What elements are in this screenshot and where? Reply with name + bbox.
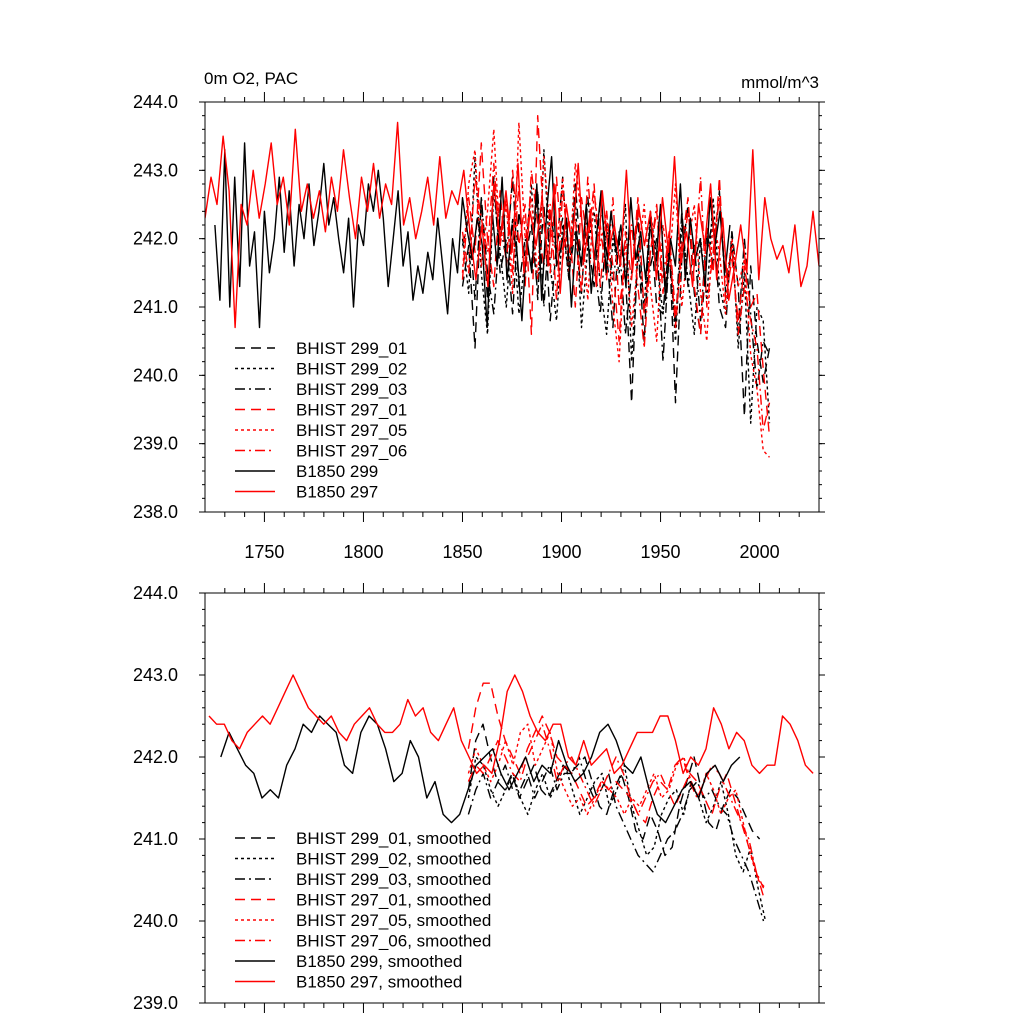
legend-label: BHIST 297_01, smoothed bbox=[296, 891, 491, 910]
legend-label: BHIST 297_06 bbox=[296, 442, 407, 461]
y-tick-label: 238.0 bbox=[133, 502, 178, 522]
plot-frame bbox=[204, 592, 820, 1004]
y-tick-label: 244.0 bbox=[133, 583, 178, 603]
legend-label: BHIST 297_05, smoothed bbox=[296, 911, 491, 930]
series-line-b1850-297-smoothed bbox=[208, 674, 814, 775]
legend-label: B1850 299, smoothed bbox=[296, 952, 462, 971]
series-line-bhist-297-01-smoothed bbox=[467, 682, 765, 897]
series-line-bhist-297-06-smoothed bbox=[467, 723, 765, 889]
legend-label: BHIST 299_02 bbox=[296, 360, 407, 379]
y-tick-label: 240.0 bbox=[133, 911, 178, 931]
legend-label: BHIST 299_03 bbox=[296, 380, 407, 399]
y-tick-label: 240.0 bbox=[133, 365, 178, 385]
series-line-bhist-299-01 bbox=[461, 176, 771, 417]
top-plot-area: 238.0 239.0 240.0 241.0 242.0 243.0 244.0 1750 1… bbox=[133, 92, 825, 562]
bottom-panel: 239.0 240.0 241.0 242.0 243.0 244.0 BHIST 299_… bbox=[133, 583, 825, 1013]
legend-label: B1850 299 bbox=[296, 462, 378, 481]
series-line-bhist-297-05-smoothed bbox=[467, 723, 767, 889]
series-line-bhist-297-05 bbox=[461, 121, 771, 458]
series-line-bhist-299-03-smoothed bbox=[467, 756, 765, 922]
legend-label: BHIST 299_02, smoothed bbox=[296, 850, 491, 869]
y-tick-label: 242.0 bbox=[133, 747, 178, 767]
series-line-b1850-297 bbox=[205, 121, 819, 329]
x-tick-label: 2000 bbox=[740, 542, 780, 562]
legend-label: BHIST 299_03, smoothed bbox=[296, 870, 491, 889]
legend-label: BHIST 299_01, smoothed bbox=[296, 829, 491, 848]
y-tick-label: 242.0 bbox=[133, 229, 178, 249]
y-tick-label: 243.0 bbox=[133, 665, 178, 685]
x-tick-label: 1900 bbox=[541, 542, 581, 562]
legend-label: B1850 297 bbox=[296, 483, 378, 502]
legend-label: BHIST 297_01 bbox=[296, 401, 407, 420]
series-line-b1850-299-smoothed bbox=[220, 715, 741, 824]
series-line-bhist-297-06 bbox=[461, 162, 771, 431]
x-tick-label: 1800 bbox=[343, 542, 383, 562]
x-tick-label: 1950 bbox=[641, 542, 681, 562]
legend-label: BHIST 297_05 bbox=[296, 421, 407, 440]
series-group bbox=[208, 674, 814, 922]
top-panel-units: mmol/m^3 bbox=[741, 73, 819, 92]
legend-label: BHIST 297_06, smoothed bbox=[296, 932, 491, 951]
series-line-bhist-297-01 bbox=[461, 114, 771, 437]
series-line-bhist-299-01-smoothed bbox=[467, 723, 761, 857]
series-line-b1850-299 bbox=[214, 142, 731, 329]
legend-label: B1850 297, smoothed bbox=[296, 973, 462, 992]
y-tick-label: 241.0 bbox=[133, 297, 178, 317]
top-panel-title: 0m O2, PAC bbox=[204, 69, 298, 88]
x-tick-label: 1750 bbox=[244, 542, 284, 562]
series-group bbox=[205, 114, 819, 458]
bottom-plot-area: 239.0 240.0 241.0 242.0 243.0 244.0 BHIST 299_… bbox=[133, 583, 825, 1013]
y-tick-label: 239.0 bbox=[133, 434, 178, 454]
series-line-bhist-299-02 bbox=[461, 149, 771, 424]
legend-label: BHIST 299_01 bbox=[296, 339, 407, 358]
x-tick-label: 1850 bbox=[442, 542, 482, 562]
y-tick-label: 244.0 bbox=[133, 92, 178, 112]
legend: BHIST 299_01, smoothed BHIST 299_02, smoo… bbox=[235, 829, 491, 992]
y-tick-label: 239.0 bbox=[133, 993, 178, 1013]
y-tick-label: 241.0 bbox=[133, 829, 178, 849]
top-panel: 0m O2, PAC mmol/m^3 238.0 239.0 240.0 241.0… bbox=[133, 69, 825, 562]
y-tick-label: 243.0 bbox=[133, 160, 178, 180]
